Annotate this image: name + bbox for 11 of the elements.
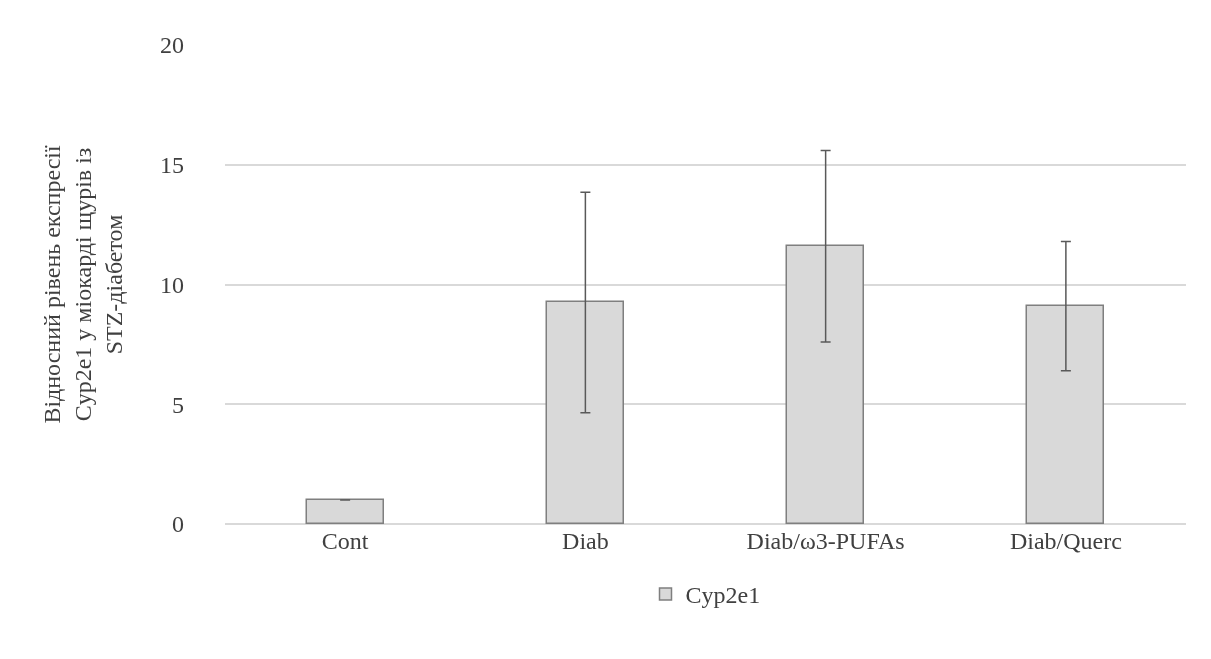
y-tick-label: 20 xyxy=(160,32,184,59)
x-tick-label: Diab/ω3-PUFAs xyxy=(746,528,905,554)
y-tick-label: 15 xyxy=(160,152,184,179)
y-tick-label: 10 xyxy=(160,271,184,298)
legend-label: Cyp2e1 xyxy=(685,582,761,609)
y-axis-title: Відносний рівень експресії Cyp2e1 у міокарді щурів із STZ-діабетом xyxy=(38,145,128,424)
x-tick-label: Cont xyxy=(321,528,369,554)
y-tick-label: 0 xyxy=(172,511,184,538)
x-tick-label: Diab xyxy=(562,528,609,554)
x-tick-label: Diab/Querc xyxy=(1009,528,1122,554)
y-tick-label: 5 xyxy=(172,391,184,418)
